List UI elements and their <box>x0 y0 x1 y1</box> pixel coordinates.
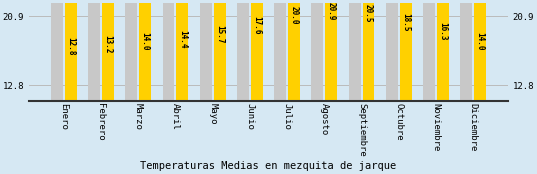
Bar <box>200 0 212 101</box>
Text: 13.2: 13.2 <box>103 35 112 54</box>
X-axis label: Temperaturas Medias en mezquita de jarque: Temperaturas Medias en mezquita de jarqu… <box>140 161 397 171</box>
Text: 15.7: 15.7 <box>215 25 224 43</box>
Bar <box>64 0 77 101</box>
Text: 17.6: 17.6 <box>252 17 262 35</box>
Bar <box>88 0 100 101</box>
Text: 16.3: 16.3 <box>438 22 447 41</box>
Bar <box>51 0 63 101</box>
Bar <box>102 0 114 101</box>
Bar <box>214 0 226 101</box>
Text: 20.0: 20.0 <box>289 6 299 25</box>
Bar <box>251 0 263 101</box>
Bar <box>163 0 175 101</box>
Bar <box>176 0 188 101</box>
Bar <box>460 0 473 101</box>
Bar <box>423 0 435 101</box>
Bar <box>386 0 398 101</box>
Bar <box>325 0 337 101</box>
Text: 18.5: 18.5 <box>401 13 410 31</box>
Bar <box>288 0 300 101</box>
Bar <box>139 0 151 101</box>
Bar <box>437 0 449 101</box>
Bar <box>311 0 323 101</box>
Bar <box>362 0 374 101</box>
Text: 14.0: 14.0 <box>476 32 485 50</box>
Bar <box>400 0 412 101</box>
Bar <box>237 0 249 101</box>
Text: 12.8: 12.8 <box>66 37 75 55</box>
Text: 14.0: 14.0 <box>141 32 150 50</box>
Bar <box>125 0 137 101</box>
Text: 20.5: 20.5 <box>364 4 373 23</box>
Bar <box>349 0 361 101</box>
Bar <box>274 0 286 101</box>
Text: 20.9: 20.9 <box>326 2 336 21</box>
Text: 14.4: 14.4 <box>178 30 187 49</box>
Bar <box>474 0 486 101</box>
